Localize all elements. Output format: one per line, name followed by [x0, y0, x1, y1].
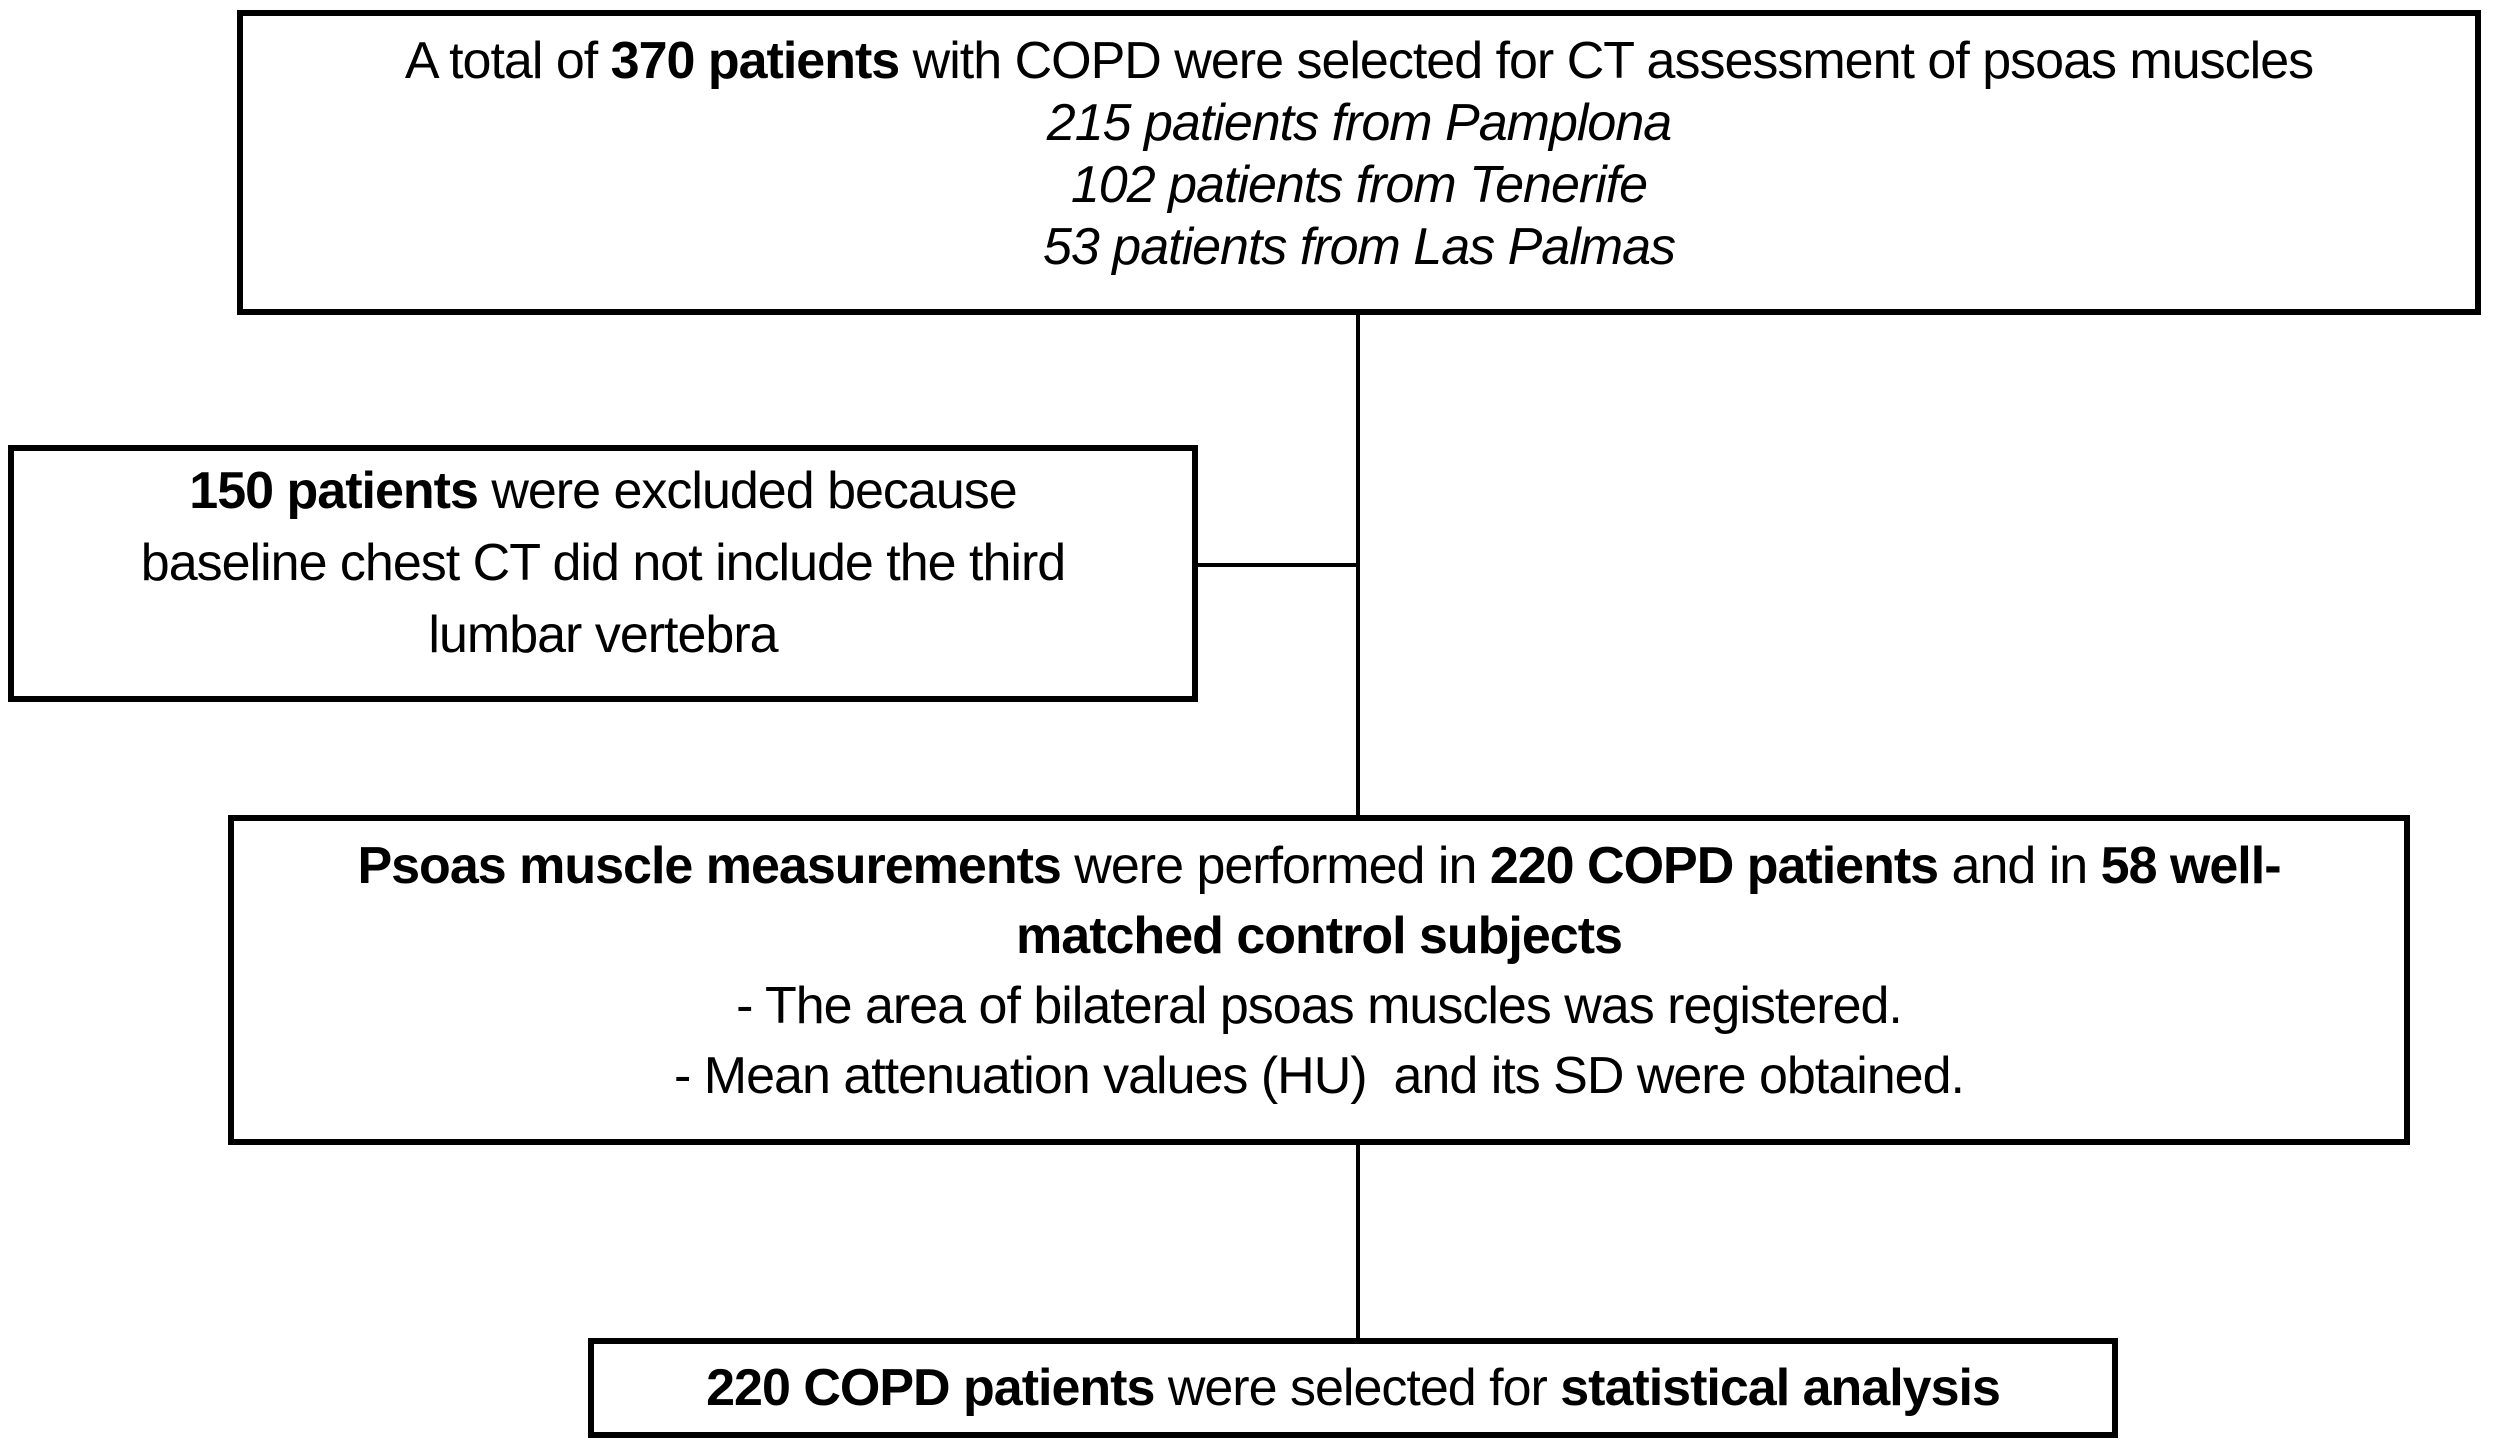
- connector-measurements-to-final: [1356, 1145, 1360, 1338]
- pamplona-line: 215 patients from Pamplona: [1046, 94, 1672, 152]
- box-excluded-patients: 150 patients were excluded because basel…: [8, 445, 1198, 702]
- measurements-line-2: matched control subjects: [1016, 907, 1623, 965]
- box-total-patients: A total of 370 patients with COPD were s…: [237, 10, 2481, 315]
- box-statistical-analysis: 220 COPD patients were selected for stat…: [588, 1338, 2118, 1438]
- excluded-line-2: baseline chest CT did not include the th…: [140, 534, 1066, 592]
- connector-top-to-measurements: [1356, 315, 1360, 815]
- excluded-line-1: 150 patients were excluded because: [189, 462, 1017, 520]
- connector-excluded-branch: [1198, 563, 1358, 567]
- tenerife-line: 102 patients from Tenerife: [1070, 156, 1648, 214]
- final-line: 220 COPD patients were selected for stat…: [706, 1359, 2001, 1417]
- measurements-line-1: Psoas muscle measurements were performed…: [357, 837, 2281, 895]
- excluded-line-3: lumbar vertebra: [428, 606, 778, 664]
- las-palmas-line: 53 patients from Las Palmas: [1043, 218, 1676, 276]
- total-patients-line: A total of 370 patients with COPD were s…: [404, 32, 2314, 90]
- measurements-bullet-area: - The area of bilateral psoas muscles wa…: [736, 977, 1903, 1035]
- measurements-bullet-attenuation: - Mean attenuation values (HU) and its S…: [674, 1047, 1965, 1105]
- box-psoas-measurements: Psoas muscle measurements were performed…: [228, 815, 2410, 1145]
